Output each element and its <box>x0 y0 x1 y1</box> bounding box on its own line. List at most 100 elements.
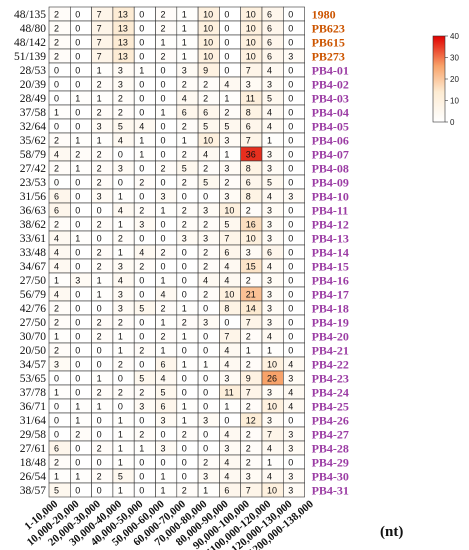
heatmap-cell <box>176 440 199 456</box>
heatmap-cell <box>197 76 220 92</box>
cell-value: 0 <box>139 290 144 300</box>
heatmap-cell <box>261 286 284 302</box>
heatmap-cell <box>133 244 156 260</box>
heatmap-cell <box>133 90 156 106</box>
cell-value: 6 <box>54 444 59 454</box>
heatmap-cell <box>91 62 114 78</box>
cell-value: 1 <box>54 388 59 398</box>
cell-value: 0 <box>54 430 59 440</box>
cell-value: 10 <box>203 10 213 20</box>
cell-value: 2 <box>203 164 208 174</box>
cell-value: 2 <box>54 164 59 174</box>
cell-value: 1 <box>161 318 166 328</box>
heatmap-cell <box>176 118 199 134</box>
heatmap-cell <box>70 104 92 120</box>
heatmap-cell <box>282 174 305 190</box>
cell-value: 0 <box>182 374 187 384</box>
cell-value: 2 <box>246 206 251 216</box>
heatmap-cell <box>197 384 220 400</box>
heatmap-cell <box>176 174 199 190</box>
heatmap-cell <box>91 440 114 456</box>
sample-label: PB4-23 <box>312 372 349 386</box>
cell-value: 1 <box>54 108 59 118</box>
cell-value: 1 <box>182 416 187 426</box>
cell-value: 6 <box>224 248 229 258</box>
row-label: 28/53 <box>20 65 46 77</box>
cell-value: 2 <box>182 150 187 160</box>
heatmap-cell <box>282 48 305 64</box>
row-label: 33/48 <box>20 247 46 259</box>
cell-value: 2 <box>139 206 144 216</box>
heatmap-cell <box>48 356 71 372</box>
heatmap-cell <box>219 258 241 274</box>
heatmap-cell <box>219 230 241 246</box>
heatmap-cell <box>219 160 241 176</box>
heatmap-cell <box>282 342 305 358</box>
heatmap-cell <box>197 174 220 190</box>
heatmap-cell <box>282 454 305 470</box>
row-label: 20/50 <box>20 345 46 357</box>
cell-value: 0 <box>224 10 229 20</box>
row-label: 56/79 <box>20 289 46 301</box>
heatmap-cell <box>91 202 114 218</box>
cell-value: 1 <box>267 346 272 356</box>
cell-value: 1 <box>54 332 59 342</box>
cell-value: 5 <box>139 304 144 314</box>
heatmap-cell <box>133 286 156 302</box>
heatmap-cell <box>112 286 135 302</box>
cell-value: 4 <box>267 444 272 454</box>
heatmap-cell <box>91 454 114 470</box>
cell-value: 4 <box>267 192 272 202</box>
heatmap-cell <box>155 244 178 260</box>
cell-value: 5 <box>118 122 123 132</box>
heatmap-cell <box>197 454 220 470</box>
heatmap-cell <box>282 412 305 428</box>
heatmap-cell <box>197 482 220 498</box>
heatmap-cell <box>70 314 92 330</box>
cell-value: 0 <box>161 430 166 440</box>
heatmap-cell <box>112 314 135 330</box>
heatmap-cell <box>112 384 135 400</box>
cell-value: 6 <box>267 24 272 34</box>
heatmap-cell <box>155 76 178 92</box>
cell-value: 0 <box>161 220 166 230</box>
cell-value: 2 <box>246 402 251 412</box>
heatmap-cell <box>240 370 263 386</box>
cell-value: 2 <box>224 108 229 118</box>
sample-labels: 1980PB623PB615PB273PB4-01PB4-02PB4-03PB4… <box>312 8 349 498</box>
cell-value: 6 <box>182 108 187 118</box>
cell-value: 3 <box>97 122 102 132</box>
cell-value: 2 <box>161 248 166 258</box>
heatmap-cell <box>282 118 305 134</box>
heatmap-cell <box>176 216 199 232</box>
heatmap-cell <box>70 132 92 148</box>
heatmap-cell <box>197 314 220 330</box>
heatmap-cell <box>48 328 71 344</box>
heatmap-cell <box>197 188 220 204</box>
heatmap-cell <box>261 272 284 288</box>
row-label: 48/135 <box>14 9 46 21</box>
cell-value: 0 <box>75 458 80 468</box>
heatmap-cell <box>70 62 92 78</box>
row-label: 31/56 <box>20 191 46 203</box>
heatmap-cell <box>112 104 135 120</box>
heatmap-cell <box>70 216 92 232</box>
colorbar-tick-label: 10 <box>450 97 459 106</box>
heatmap-cell <box>133 356 156 372</box>
cell-value: 10 <box>267 486 277 496</box>
cell-value: 3 <box>161 416 166 426</box>
heatmap-cell <box>91 468 114 484</box>
colorbar-tick-label: 0 <box>450 118 455 127</box>
cell-value: 3 <box>267 276 272 286</box>
heatmap-cell <box>112 440 135 456</box>
heatmap-cell <box>261 62 284 78</box>
heatmap-cell <box>261 230 284 246</box>
heatmap-cell <box>70 384 92 400</box>
heatmap-cell <box>219 412 241 428</box>
heatmap-cell <box>240 118 263 134</box>
heatmap-cell <box>261 20 284 36</box>
cell-value: 5 <box>203 122 208 132</box>
heatmap-cell <box>112 342 135 358</box>
cell-value: 6 <box>267 38 272 48</box>
heatmap-cell <box>176 300 199 316</box>
